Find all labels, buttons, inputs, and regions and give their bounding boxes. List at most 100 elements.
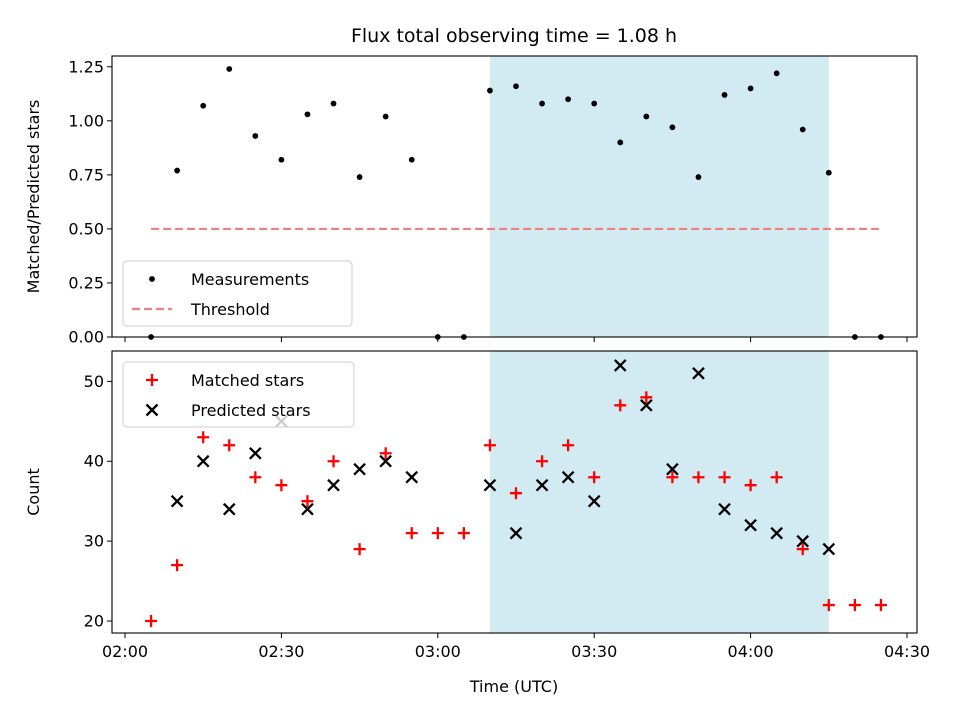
bottom-y-tick-label-0: 20 bbox=[84, 612, 104, 631]
bottom-matched-stars-point-9 bbox=[379, 447, 392, 460]
bottom-predicted-stars-point-2 bbox=[222, 502, 236, 516]
bottom-predicted-stars-point-13 bbox=[561, 470, 575, 484]
bottom-predicted-stars-point-14 bbox=[587, 494, 601, 508]
bottom-predicted-stars-point-15 bbox=[613, 359, 627, 372]
top-panel-ratio: 0.00 0.25 0.50 0.75 1.00 1.25 Matched/Predicte… bbox=[24, 55, 918, 347]
top-y-tick-label-0: 0.00 bbox=[68, 328, 104, 347]
bottom-predicted-stars-point-12 bbox=[535, 478, 549, 492]
bottom-y-tick-label-1: 30 bbox=[84, 532, 104, 551]
bottom-matched-stars-point-15 bbox=[536, 455, 549, 468]
x-tick-label-1: 02:30 bbox=[258, 642, 304, 661]
bottom-axes-frame bbox=[111, 350, 918, 634]
bottom-predicted-stars-point-0 bbox=[170, 494, 184, 508]
top-measurements-point-5 bbox=[278, 156, 285, 163]
bottom-predicted-stars-point-20 bbox=[744, 518, 757, 532]
x-tick-label-0: 02:00 bbox=[102, 642, 148, 661]
top-legend-label-0: Measurements bbox=[191, 270, 309, 289]
bottom-matched-stars-point-24 bbox=[770, 471, 783, 484]
x-tick-label-3: 03:30 bbox=[571, 642, 617, 661]
bottom-matched-stars-point-4 bbox=[249, 471, 262, 484]
top-measurements-point-21 bbox=[695, 174, 702, 180]
bottom-predicted-stars-point-5 bbox=[301, 502, 314, 516]
top-y-tick-label-3: 0.75 bbox=[68, 165, 104, 184]
bottom-predicted-stars-point-9 bbox=[405, 470, 419, 484]
top-highlight-span bbox=[489, 56, 829, 337]
bottom-matched-stars-point-17 bbox=[588, 471, 601, 484]
bottom-matched-stars-point-8 bbox=[353, 543, 366, 556]
bottom-matched-stars-point-3 bbox=[223, 439, 236, 452]
x-tick-label-2: 03:00 bbox=[415, 642, 461, 661]
bottom-predicted-stars-point-11 bbox=[509, 526, 523, 540]
top-y-tick-label-5: 1.25 bbox=[68, 57, 104, 76]
top-legend: Measurements Threshold bbox=[122, 260, 353, 327]
bottom-matched-stars-point-11 bbox=[431, 527, 444, 540]
top-axes-frame bbox=[111, 55, 918, 338]
bottom-predicted-stars-point-16 bbox=[640, 399, 653, 412]
bottom-matched-stars-point-27 bbox=[848, 599, 861, 612]
bottom-matched-stars-point-20 bbox=[666, 471, 679, 484]
x-tick-label-4: 04:00 bbox=[728, 642, 774, 661]
bottom-predicted-stars-point-6 bbox=[327, 478, 340, 492]
top-measurements-point-8 bbox=[356, 174, 363, 180]
bottom-matched-stars-point-13 bbox=[483, 439, 496, 452]
bottom-matched-stars-point-6 bbox=[301, 495, 314, 508]
bottom-legend-label-1: Predicted stars bbox=[191, 401, 311, 420]
bottom-predicted-stars-point-7 bbox=[353, 462, 366, 476]
top-y-tick-label-4: 1.00 bbox=[68, 111, 104, 130]
bottom-predicted-stars-point-23 bbox=[822, 542, 836, 556]
top-measurements-point-10 bbox=[408, 156, 415, 163]
bottom-matched-stars-point-23 bbox=[744, 479, 757, 492]
bottom-matched-stars-point-1 bbox=[171, 559, 184, 572]
top-measurements-point-25 bbox=[799, 126, 806, 133]
top-measurements-point-9 bbox=[382, 113, 389, 120]
bottom-legend: Matched stars Predicted stars bbox=[122, 361, 355, 428]
bottom-predicted-stars-point-18 bbox=[692, 367, 705, 380]
top-legend-box bbox=[122, 260, 353, 327]
x-axis-label: Time (UTC) bbox=[469, 677, 558, 696]
bottom-predicted-stars-point-21 bbox=[770, 526, 783, 540]
top-measurements-point-3 bbox=[226, 66, 233, 72]
bottom-matched-stars-point-0 bbox=[145, 615, 158, 628]
top-measurements-point-2 bbox=[200, 102, 207, 109]
top-y-tick-label-1: 0.25 bbox=[68, 273, 104, 292]
bottom-matched-stars-point-2 bbox=[197, 431, 210, 444]
top-measurements-point-15 bbox=[539, 100, 545, 107]
top-legend-label-1: Threshold bbox=[190, 300, 270, 319]
bottom-predicted-stars-point-3 bbox=[249, 446, 262, 460]
bottom-y-tick-label-3: 50 bbox=[84, 372, 104, 391]
top-measurements-point-14 bbox=[513, 83, 519, 90]
top-measurements-point-22 bbox=[721, 92, 728, 98]
top-measurements-point-20 bbox=[669, 124, 676, 131]
top-measurements-point-26 bbox=[825, 169, 832, 176]
bottom-predicted-stars-point-8 bbox=[379, 454, 392, 468]
bottom-matched-stars-point-10 bbox=[405, 527, 418, 540]
bottom-matched-stars-point-16 bbox=[562, 439, 575, 452]
bottom-predicted-stars-point-22 bbox=[796, 534, 810, 548]
top-measurements-point-17 bbox=[591, 100, 598, 107]
top-measurements-point-23 bbox=[747, 85, 754, 92]
bottom-matched-stars-point-18 bbox=[614, 399, 627, 412]
top-measurements-point-18 bbox=[617, 139, 624, 146]
bottom-matched-stars-point-19 bbox=[640, 391, 653, 404]
top-measurements-point-1 bbox=[174, 167, 181, 174]
bottom-matched-stars-point-7 bbox=[327, 455, 340, 468]
top-measurements-point-7 bbox=[330, 100, 337, 107]
bottom-matched-stars-point-21 bbox=[692, 471, 705, 484]
bottom-matched-stars-point-22 bbox=[718, 471, 731, 484]
bottom-y-tick-label-2: 40 bbox=[84, 452, 104, 471]
bottom-matched-stars-point-26 bbox=[822, 599, 835, 612]
bottom-matched-stars-point-12 bbox=[457, 527, 470, 540]
x-tick-label-5: 04:30 bbox=[884, 642, 930, 661]
bottom-matched-stars-point-28 bbox=[874, 599, 887, 612]
bottom-panel-counts: 20 30 40 50 02:00 02:30 03:00 03:30 04:00 04:30 Co… bbox=[24, 350, 930, 661]
bottom-highlight-span bbox=[489, 351, 829, 633]
bottom-legend-box bbox=[122, 361, 355, 428]
top-legend-marker-0 bbox=[149, 276, 155, 282]
bottom-legend-label-0: Matched stars bbox=[191, 371, 304, 390]
bottom-y-axis-label: Count bbox=[24, 468, 43, 516]
top-y-axis-label: Matched/Predicted stars bbox=[24, 100, 43, 294]
chart-title: Flux total observing time = 1.08 h bbox=[351, 25, 677, 47]
bottom-matched-stars-point-5 bbox=[275, 479, 288, 492]
top-measurements-point-6 bbox=[304, 111, 311, 118]
